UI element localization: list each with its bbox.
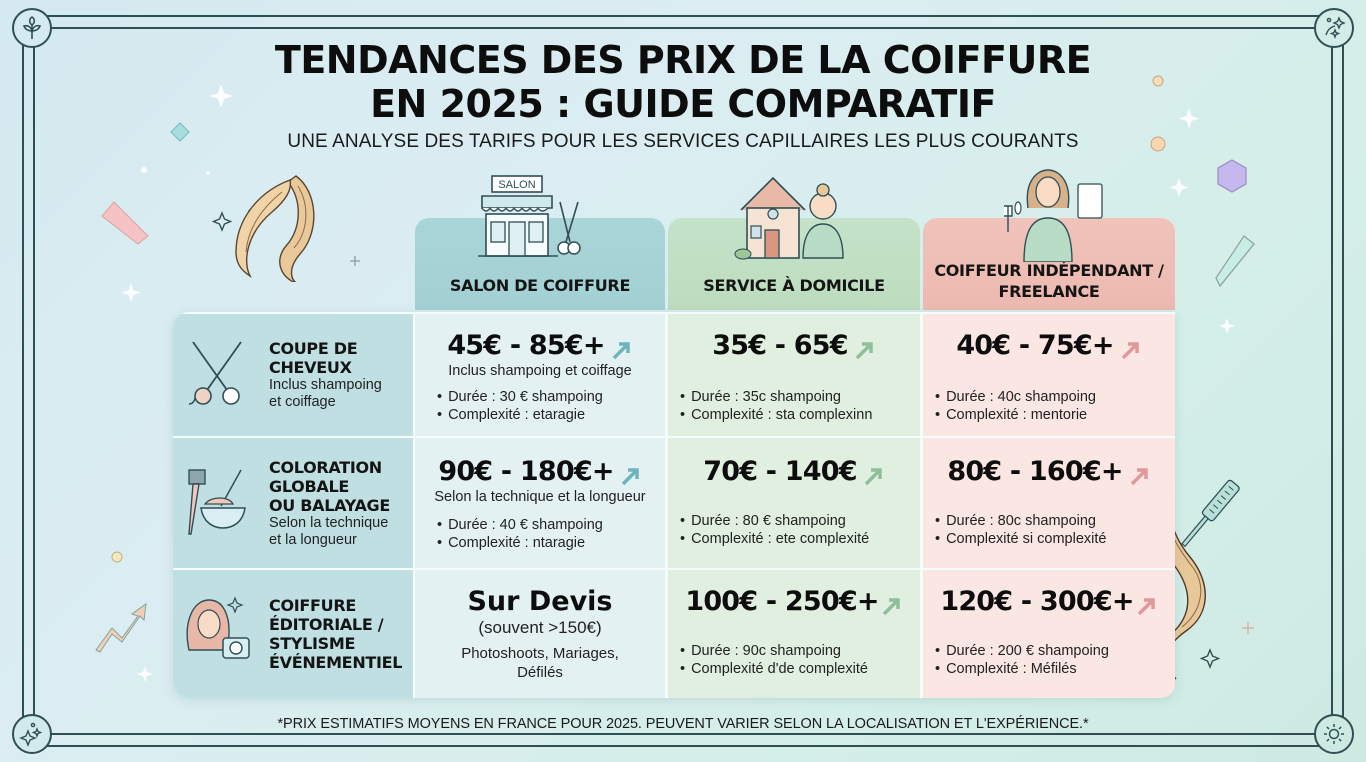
- trend-up-arrow-icon: [882, 598, 900, 616]
- quote-estimate: (souvent >150€): [478, 618, 602, 637]
- price-cell-salon-coupe: 45€ - 85€+ Inclus shampoing et coiffage …: [415, 314, 665, 436]
- trend-up-arrow-icon: [1130, 468, 1148, 486]
- price-cell-salon-coloration: 90€ - 180€+ Selon la technique et la lon…: [415, 438, 665, 568]
- price-range: 35€ - 65€: [712, 330, 848, 361]
- decorative-frame-outer: [22, 15, 1344, 747]
- service-name: OU BALAYAGE: [269, 495, 390, 515]
- trend-up-arrow-icon: [1121, 342, 1139, 360]
- column-header-label: SALON DE COIFFURE: [449, 276, 631, 295]
- row-label-coupe: COUPE DE CHEVEUX Inclus shampoing et coi…: [173, 314, 413, 436]
- price-note: Inclus shampoing et coiffage: [448, 363, 632, 379]
- complexity-bullet: Complexité : mentorie: [935, 406, 1169, 424]
- price-cell-freelance-editoriale: 120€ - 300€+ Durée : 200 € shampoing Com…: [923, 570, 1175, 698]
- row-label-coloration: COLORATION GLOBALE OU BALAYAGE Selon la …: [173, 438, 413, 568]
- sparkles-icon: [1314, 8, 1354, 48]
- woman-camera-icon: [186, 596, 250, 659]
- bead-decoration: [111, 551, 123, 563]
- duration-bullet: Durée : 35c shampoing: [680, 388, 914, 406]
- salon-storefront-icon: SALON: [478, 175, 581, 257]
- trend-up-arrow-icon: [855, 342, 873, 360]
- price-range: 120€ - 300€+: [940, 586, 1134, 617]
- complexity-bullet: Complexité d'de complexité: [680, 660, 914, 678]
- service-description: Inclus shampoing: [269, 377, 382, 393]
- price-cell-freelance-coupe: 40€ - 75€+ Durée : 40c shampoing Complex…: [923, 314, 1175, 436]
- price-grid: COUPE DE CHEVEUX Inclus shampoing et coi…: [173, 312, 1175, 698]
- price-range: 80€ - 160€+: [947, 456, 1123, 487]
- row-label-coiffure-editoriale: COIFFURE ÉDITORIALE / STYLISME ÉVÉNEMENT…: [173, 570, 413, 698]
- price-range: 40€ - 75€+: [956, 330, 1114, 361]
- crystal-prism-icon: [1215, 235, 1255, 288]
- price-cell-freelance-coloration: 80€ - 160€+ Durée : 80c shampoing Comple…: [923, 438, 1175, 568]
- column-header-label: COIFFEUR INDÉPENDANT / FREELANCE: [934, 261, 1164, 301]
- price-cell-domicile-coloration: 70€ - 140€ Durée : 80 € shampoing Comple…: [668, 438, 920, 568]
- service-name: COUPE DE: [269, 339, 358, 358]
- price-range: 45€ - 85€+: [447, 330, 605, 361]
- price-comparison-table: SALON DE COIFFURE SERVICE À DOMICILE COI…: [173, 169, 1175, 698]
- service-description: et la longueur: [269, 531, 357, 548]
- duration-bullet: Durée : 40c shampoing: [935, 388, 1169, 406]
- trend-up-arrow-icon: [612, 342, 630, 360]
- house-hairdresser-icon: [734, 176, 844, 260]
- pink-crystal-icon: [101, 201, 149, 245]
- trend-up-arrow-icon: [621, 468, 639, 486]
- service-description: Selon la technique: [269, 514, 389, 531]
- hexagon-gem-icon: [1217, 159, 1247, 193]
- service-name: CHEVEUX: [269, 358, 352, 377]
- freelance-stylist-icon: [1004, 169, 1103, 262]
- scissors-icon: [188, 341, 242, 405]
- page-title-line-2: EN 2025 : GUIDE COMPARATIF: [370, 82, 996, 126]
- column-header-label: SERVICE À DOMICILE: [703, 276, 885, 295]
- price-range: 100€ - 250€+: [685, 586, 879, 617]
- gear-icon: [1314, 714, 1354, 754]
- service-description: et coiffage: [269, 394, 336, 410]
- complexity-bullet: Complexité : Méfilés: [935, 660, 1169, 678]
- service-name: STYLISME: [269, 634, 356, 653]
- price-range: 90€ - 180€+: [438, 456, 614, 487]
- sparkles-icon: [12, 714, 52, 754]
- gem-decorations: [170, 122, 190, 142]
- complexity-bullet: Complexité : ntaragie: [437, 534, 659, 552]
- price-note: Selon la technique et la longueur: [434, 489, 646, 505]
- decorative-frame-inner: [33, 27, 1333, 735]
- price-note: Photoshoots, Mariages,: [461, 645, 619, 662]
- bead-decorations: [1150, 75, 1166, 152]
- page-title-line-1: TENDANCES DES PRIX DE LA COIFFURE: [274, 38, 1092, 82]
- price-note: Défilés: [517, 664, 563, 681]
- trend-up-arrow-icon: [1137, 598, 1155, 616]
- duration-bullet: Durée : 90c shampoing: [680, 642, 914, 660]
- complexity-bullet: Complexité si complexité: [935, 530, 1169, 548]
- complexity-bullet: Complexité : etaragie: [437, 406, 659, 424]
- service-name: ÉDITORIALE /: [269, 615, 384, 634]
- leaf-sprig-icon: [12, 8, 52, 48]
- price-range: 70€ - 140€: [703, 456, 857, 487]
- complexity-bullet: Complexité : sta complexinn: [680, 406, 914, 424]
- price-cell-domicile-editoriale: 100€ - 250€+ Durée : 90c shampoing Compl…: [668, 570, 920, 698]
- duration-bullet: Durée : 80c shampoing: [935, 512, 1169, 530]
- trend-up-arrow-icon: [864, 468, 882, 486]
- complexity-bullet: Complexité : ete complexité: [680, 530, 914, 548]
- salon-sign-text: SALON: [498, 179, 535, 191]
- duration-bullet: Durée : 40 € shampoing: [437, 516, 659, 534]
- page-subtitle: UNE ANALYSE DES TARIFS POUR LES SERVICES…: [287, 131, 1079, 152]
- service-name: GLOBALE: [269, 476, 349, 496]
- price-cell-salon-editoriale: Sur Devis (souvent >150€) Photoshoots, M…: [415, 570, 665, 698]
- trend-up-arrow-icon: [95, 602, 147, 653]
- duration-bullet: Durée : 80 € shampoing: [680, 512, 914, 530]
- hair-strand-illustration: [235, 175, 315, 282]
- price-cell-domicile-coupe: 35€ - 65€ Durée : 35c shampoing Complexi…: [668, 314, 920, 436]
- duration-bullet: Durée : 30 € shampoing: [437, 388, 659, 406]
- duration-bullet: Durée : 200 € shampoing: [935, 642, 1169, 660]
- service-name: COIFFURE: [269, 596, 356, 615]
- hair-dye-brush-bowl-icon: [188, 469, 246, 535]
- footnote-disclaimer: *PRIX ESTIMATIFS MOYENS EN FRANCE POUR 2…: [277, 716, 1089, 732]
- service-name: COLORATION: [269, 457, 382, 477]
- service-name: ÉVÉNEMENTIEL: [269, 653, 403, 672]
- quote-label: Sur Devis: [467, 586, 613, 617]
